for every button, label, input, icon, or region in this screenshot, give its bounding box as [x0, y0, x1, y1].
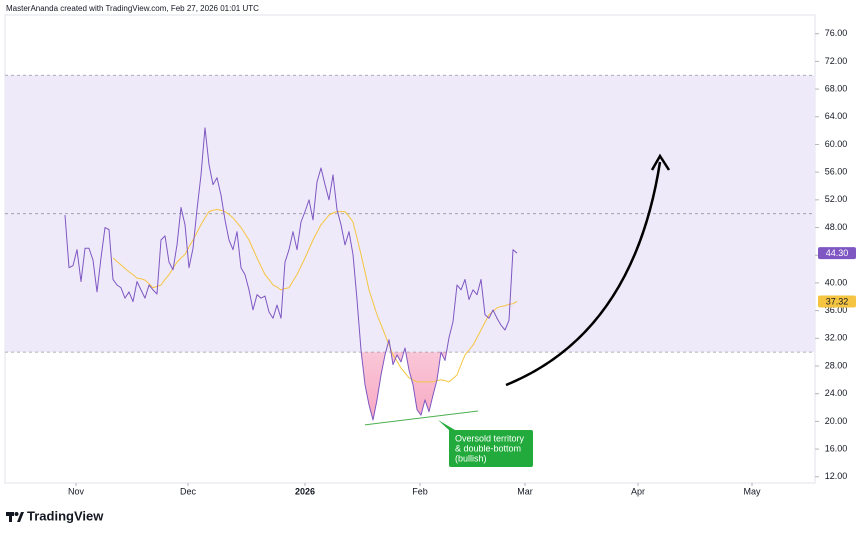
arrow-head [650, 153, 671, 171]
annotation-text: Oversold territory [455, 433, 525, 443]
series-line [112, 209, 518, 383]
annotation-text: & double-bottom [455, 443, 521, 453]
annotation-box [438, 420, 533, 467]
price-tag [818, 295, 856, 308]
y-tick-label: 28.00 [825, 360, 848, 370]
series-line [64, 127, 518, 421]
y-tick-label: 48.00 [825, 222, 848, 232]
x-tick-label: 2026 [295, 486, 315, 496]
price-tag-label: 37.32 [826, 296, 849, 306]
y-tick-label: 60.00 [825, 139, 848, 149]
annotation-text: (bullish) [455, 453, 487, 463]
y-tick-label: 36.00 [825, 305, 848, 315]
y-tick-label: 76.00 [825, 28, 848, 38]
trendline [364, 410, 479, 426]
x-tick-label: Dec [180, 486, 197, 496]
x-tick-label: Nov [68, 486, 85, 496]
y-tick-label: 20.00 [825, 416, 848, 426]
y-tick-label: 52.00 [825, 194, 848, 204]
y-tick-label: 32.00 [825, 333, 848, 343]
y-tick-label: 64.00 [825, 111, 848, 121]
x-tick-label: Apr [631, 486, 645, 496]
arrow [505, 161, 662, 387]
oversold-highlight [65, 352, 517, 420]
y-tick-label: 24.00 [825, 388, 848, 398]
price-tag [818, 247, 856, 260]
x-tick-label: Mar [517, 486, 533, 496]
x-tick-label: Feb [412, 486, 428, 496]
y-tick-label: 16.00 [825, 443, 848, 453]
logo-text: TradingView [27, 508, 104, 523]
header: MasterAnanda created with TradingView.co… [6, 4, 259, 13]
y-tick-label: 72.00 [825, 56, 848, 66]
y-tick-label: 12.00 [825, 471, 848, 481]
y-tick-label: 68.00 [825, 83, 848, 93]
x-tick-label: May [743, 486, 761, 496]
y-tick-label: 56.00 [825, 167, 848, 177]
logo-mark [6, 512, 24, 522]
y-tick-label: 40.00 [825, 277, 848, 287]
price-tag-label: 44.30 [826, 248, 849, 258]
